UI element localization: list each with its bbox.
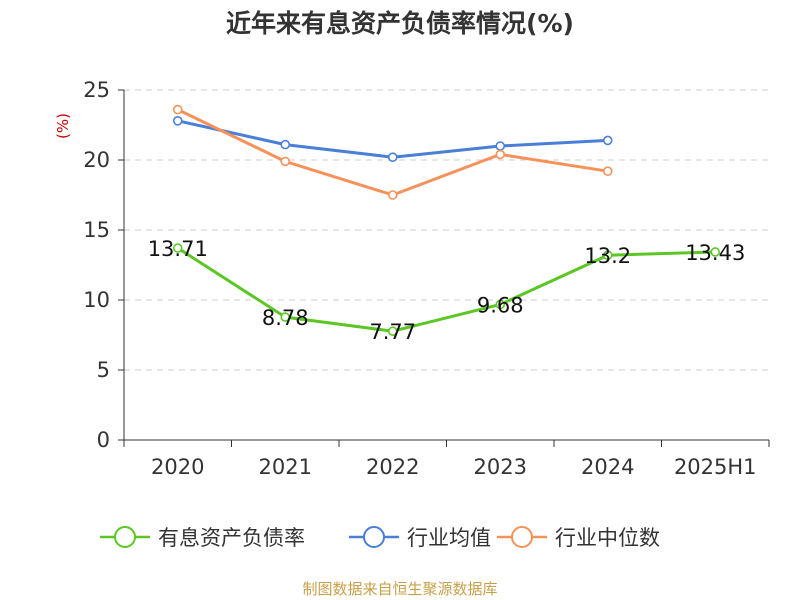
data-point (280, 156, 291, 167)
legend-marker (114, 526, 136, 548)
series-3 (172, 104, 613, 200)
y-tick-label: 25 (83, 78, 110, 102)
legend-label: 行业中位数 (555, 526, 660, 550)
data-point (495, 299, 506, 310)
data-label: 13.71 (148, 237, 208, 261)
y-tick-label: 20 (83, 148, 110, 172)
y-tick-label: 0 (97, 428, 110, 452)
x-tick-label: 2022 (366, 455, 419, 479)
y-tick-label: 15 (83, 218, 110, 242)
data-point (172, 104, 183, 115)
data-point (172, 116, 183, 126)
data-label: 9.68 (477, 293, 524, 317)
x-tick-label: 2024 (581, 455, 634, 479)
x-tick-label: 2023 (474, 455, 527, 479)
data-label: 7.77 (369, 320, 416, 344)
data-point (172, 243, 183, 253)
data-point (710, 247, 721, 257)
series-line (177, 108, 608, 197)
data-point (387, 152, 398, 162)
data-point (602, 250, 613, 260)
data-point (387, 326, 398, 337)
source-note: 制图数据来自恒生聚源数据库 (302, 580, 498, 598)
data-label: 13.2 (584, 244, 631, 268)
data-point (280, 312, 291, 322)
y-tick-label: 10 (83, 288, 110, 312)
legend-label: 有息资产负债率 (158, 526, 305, 550)
x-tick-label: 2021 (259, 455, 312, 479)
x-tick-label: 2020 (151, 455, 204, 479)
x-tick-label: 2025H1 (674, 455, 757, 479)
y-tick-label: 5 (97, 358, 110, 382)
legend-item-2: 行业均值 (349, 526, 491, 550)
chart-title: 近年来有息资产负债率情况(%) (226, 9, 574, 38)
data-label: 13.43 (685, 241, 745, 265)
series-line (177, 119, 608, 159)
legend-item-3: 行业中位数 (497, 526, 660, 550)
legend-marker (511, 526, 533, 548)
series-1: 13.71 8.78 7.77 9.68 13.2 13.43 (148, 237, 746, 344)
data-label: 8.78 (262, 306, 309, 330)
y-axis-label: (%) (54, 113, 72, 139)
series-line (176, 246, 716, 333)
data-point (495, 141, 506, 151)
legend-label: 行业均值 (407, 526, 491, 550)
data-point (602, 135, 613, 146)
data-point (602, 166, 613, 176)
data-point (387, 190, 398, 200)
data-point (495, 149, 506, 160)
legend-marker (363, 526, 385, 548)
data-point (280, 139, 291, 150)
legend-item-1: 有息资产负债率 (100, 526, 305, 550)
series-2 (172, 116, 613, 162)
